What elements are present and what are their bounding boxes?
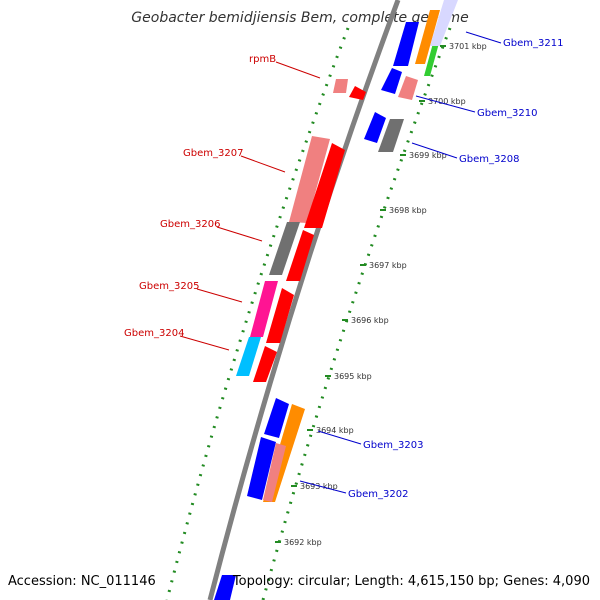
ruler-label: 3700 kbp — [428, 97, 466, 106]
ruler-label: 3692 kbp — [284, 538, 322, 547]
ruler-label: 3696 kbp — [351, 316, 389, 325]
forward-label-line — [317, 430, 362, 445]
forward-strand-genes — [214, 0, 458, 600]
reverse-gene-label[interactable]: Gbem_3205 — [139, 281, 199, 292]
gene-Gbem_3202-blue[interactable] — [247, 437, 276, 500]
topology-text: Topology: circular; Length: 4,615,150 bp… — [232, 574, 590, 589]
gene-Gbem_3206-arrow[interactable] — [286, 230, 314, 281]
ruler-label: 3698 kbp — [389, 206, 427, 215]
accession-text: Accession: NC_011146 — [8, 574, 156, 589]
forward-gene-label[interactable]: Gbem_3208 — [459, 154, 519, 165]
forward-label-line — [415, 95, 476, 113]
gene-orange-top[interactable] — [415, 10, 440, 64]
forward-gene-label[interactable]: Gbem_3203 — [363, 440, 423, 451]
gene-Gbem_3211[interactable] — [430, 0, 458, 46]
reverse-label-line — [240, 155, 286, 173]
forward-gene-label[interactable]: Gbem_3210 — [477, 108, 537, 119]
gene-blue-top[interactable] — [393, 22, 419, 66]
ruler-label: 3694 kbp — [316, 426, 354, 435]
gene-Gbem_3207-pink[interactable] — [289, 136, 330, 223]
reverse-gene-label[interactable]: rpmB — [249, 54, 276, 65]
reverse-gene-label[interactable]: Gbem_3207 — [183, 148, 243, 159]
forward-label-line — [411, 142, 458, 159]
map-title: Geobacter bemidjiensis Bem, complete gen… — [131, 10, 469, 26]
reverse-gene-labels: rpmB Gbem_3207 Gbem_3206 Gbem_3205 Gbem_3204 — [124, 54, 321, 351]
reverse-gene-label[interactable]: Gbem_3206 — [160, 219, 220, 230]
gene-rpmB-arrow[interactable] — [349, 86, 366, 100]
ruler-label: 3693 kbp — [300, 482, 338, 491]
ruler-label: 3697 kbp — [369, 261, 407, 270]
gene-Gbem_3206-gray[interactable] — [269, 222, 300, 275]
gene-Gbem_3205-magenta[interactable] — [250, 281, 278, 337]
gene-Gbem_3203-blue[interactable] — [264, 398, 289, 438]
gene-blue-bottom[interactable] — [214, 575, 236, 600]
gene-Gbem_3207-arrow[interactable] — [304, 143, 345, 228]
gene-Gbem_3210-pink[interactable] — [398, 76, 418, 100]
gene-Gbem_3208-gray[interactable] — [378, 119, 404, 152]
ruler-label: 3701 kbp — [449, 42, 487, 51]
gene-rpmB-pink[interactable] — [333, 79, 348, 93]
reverse-label-line — [216, 226, 263, 242]
reverse-label-line — [196, 288, 243, 303]
gene-Gbem_3205-arrow[interactable] — [266, 288, 294, 343]
forward-gene-labels: Gbem_3211 Gbem_3210 Gbem_3208 Gbem_3203 Gbem… — [299, 31, 563, 500]
forward-label-line — [299, 480, 347, 494]
reverse-label-line — [275, 61, 321, 79]
ruler: 3701 kbp 3700 kbp 3699 kbp 3698 kbp 3697 kbp… — [275, 42, 487, 547]
gene-Gbem_3204-arrow[interactable] — [253, 346, 277, 382]
gene-Gbem_3208-blue[interactable] — [364, 112, 386, 143]
reverse-gene-label[interactable]: Gbem_3204 — [124, 328, 184, 339]
reverse-label-line — [179, 335, 230, 351]
forward-gene-label[interactable]: Gbem_3211 — [503, 38, 563, 49]
ruler-label: 3695 kbp — [334, 372, 372, 381]
ruler-label: 3699 kbp — [409, 151, 447, 160]
gene-Gbem_3204-cyan[interactable] — [236, 337, 261, 376]
forward-label-line — [465, 31, 502, 44]
gene-Gbem_3210-blue[interactable] — [381, 68, 402, 94]
forward-gene-label[interactable]: Gbem_3202 — [348, 489, 408, 500]
gene-Gbem_3202-pink[interactable] — [263, 443, 286, 502]
genome-backbone — [207, 0, 401, 600]
reverse-strand-genes — [236, 79, 366, 382]
